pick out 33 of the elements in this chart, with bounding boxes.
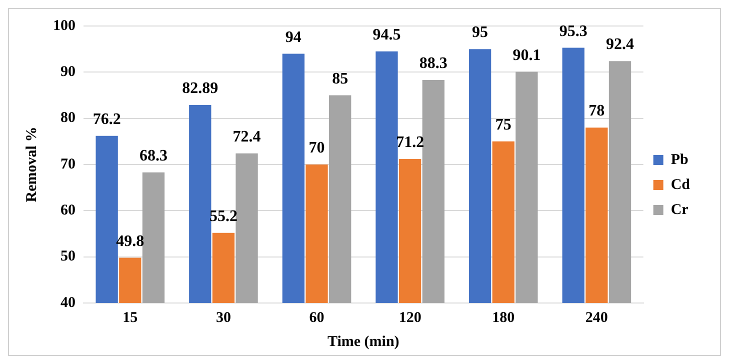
data-label: 75 (495, 116, 512, 134)
x-tick-label: 60 (309, 310, 324, 326)
data-label: 78 (588, 102, 605, 120)
x-tick-label: 240 (585, 310, 608, 326)
data-label: 82.89 (182, 80, 218, 98)
data-label: 76.2 (92, 111, 121, 128)
x-axis-title: Time (min) (328, 334, 400, 350)
data-label: 94 (285, 28, 302, 46)
y-tick-label: 70 (60, 156, 76, 172)
x-tick-label: 120 (398, 310, 422, 326)
legend-label: Cd (670, 176, 691, 193)
data-label: 92.4 (606, 36, 634, 54)
y-tick-label: 50 (60, 248, 76, 265)
data-label: 72.4 (232, 128, 261, 146)
y-tick-label: 40 (60, 294, 76, 311)
x-tick-label: 30 (216, 310, 231, 326)
data-label: 95.3 (559, 22, 588, 40)
legend-label: Pb (670, 152, 688, 168)
y-tick-label: 100 (53, 18, 76, 34)
data-label: 85 (332, 70, 348, 88)
y-tick-label: 90 (60, 64, 76, 80)
data-label: 94.5 (372, 26, 401, 44)
y-axis-title: Removal % (24, 126, 40, 202)
x-tick-label: 180 (492, 310, 515, 326)
y-tick-label: 60 (60, 202, 76, 219)
data-label: 88.3 (419, 55, 448, 72)
data-label: 90.1 (512, 46, 541, 64)
y-tick-label: 80 (60, 110, 76, 126)
data-label: 68.3 (139, 147, 168, 164)
legend-label: Cr (670, 202, 689, 218)
data-label: 95 (472, 24, 488, 42)
data-label: 70 (308, 140, 325, 157)
x-tick-label: 15 (122, 310, 138, 326)
